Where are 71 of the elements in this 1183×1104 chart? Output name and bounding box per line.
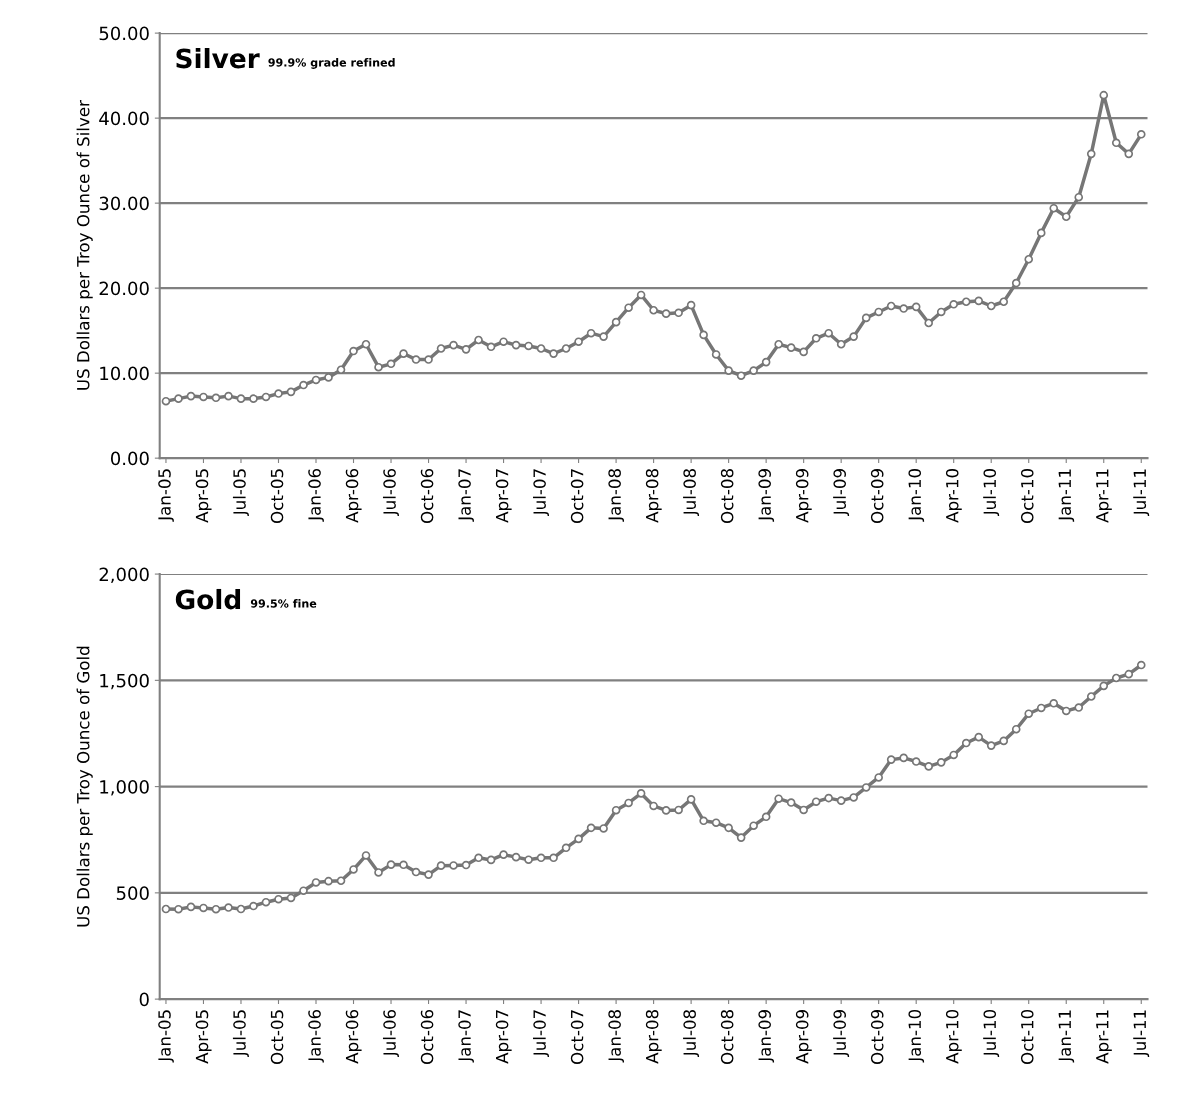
y-tick-label: 500 bbox=[116, 886, 149, 900]
x-tick-label: Oct-06 bbox=[420, 1009, 434, 1064]
x-tick-label: Oct-10 bbox=[1020, 468, 1034, 523]
x-tick-label: Apr-11 bbox=[1096, 469, 1112, 523]
x-tick-label: Jan-09 bbox=[758, 469, 775, 522]
x-tick-label: Apr-06 bbox=[345, 1009, 362, 1064]
x-tick-label: Apr-05 bbox=[195, 1010, 212, 1064]
y-axis-title: US Dollars per Troy Ounce of Silver bbox=[76, 100, 93, 390]
x-tick-label: Jul-06 bbox=[382, 468, 399, 517]
y-tick-label: 2,000 bbox=[99, 567, 149, 584]
x-tick-label: Jan-05 bbox=[158, 1010, 174, 1063]
x-tick-label: Jul-11 bbox=[1133, 1010, 1150, 1058]
x-tick-label: Apr-07 bbox=[495, 469, 512, 523]
x-tick-label: Jan-06 bbox=[308, 1009, 324, 1063]
x-tick-label: Oct-06 bbox=[420, 468, 434, 523]
x-tick-label: Apr-10 bbox=[945, 1009, 962, 1064]
y-tick-label: 1,000 bbox=[100, 780, 149, 796]
x-tick-label: Jul-07 bbox=[533, 469, 550, 517]
x-tick-label: Jan-08 bbox=[608, 469, 625, 522]
x-tick-label: Jul-09 bbox=[833, 469, 850, 517]
x-tick-label: Jan-11 bbox=[1058, 469, 1075, 522]
x-tick-label: Oct-05 bbox=[270, 1010, 284, 1064]
y-tick-label: 0 bbox=[139, 992, 149, 1007]
x-tick-label: Jan-10 bbox=[908, 1009, 925, 1063]
x-tick-label: Apr-09 bbox=[795, 1010, 812, 1064]
y-tick-label: 20.00 bbox=[99, 281, 149, 296]
x-tick-label: Jan-05 bbox=[158, 469, 174, 522]
y-tick-label: 50.00 bbox=[99, 26, 149, 41]
y-tick-label: 30.00 bbox=[99, 196, 149, 211]
text: 99.9% grade refined bbox=[268, 58, 395, 69]
x-tick-label: Jul-09 bbox=[833, 1010, 850, 1058]
x-tick-label: Jan-07 bbox=[458, 1010, 474, 1063]
x-tick-label: Apr-05 bbox=[195, 469, 212, 523]
x-tick-label: Jan-08 bbox=[608, 1009, 625, 1063]
x-tick-label: Jan-09 bbox=[758, 1010, 775, 1063]
x-tick-label: Jul-10 bbox=[983, 468, 1000, 517]
x-tick-label: Oct-08 bbox=[720, 1009, 734, 1064]
x-tick-label: Oct-07 bbox=[570, 469, 584, 523]
x-tick-label: Apr-11 bbox=[1096, 1010, 1112, 1064]
x-tick-label: Apr-08 bbox=[645, 1009, 662, 1064]
x-tick-label: Jan-06 bbox=[308, 468, 324, 522]
x-tick-label: Jan-10 bbox=[908, 468, 925, 522]
text: 99.5% fine bbox=[250, 599, 317, 608]
chart-title: Gold bbox=[175, 588, 241, 610]
x-tick-label: Jul-07 bbox=[533, 1010, 550, 1058]
x-tick-label: Oct-08 bbox=[720, 469, 734, 523]
x-tick-label: Jul-08 bbox=[683, 1009, 700, 1058]
x-tick-label: Apr-06 bbox=[345, 468, 362, 523]
x-tick-label: Oct-09 bbox=[870, 1010, 884, 1064]
y-tick-label: 40.00 bbox=[99, 111, 149, 126]
x-tick-label: Jul-08 bbox=[683, 469, 700, 517]
x-tick-label: Apr-10 bbox=[945, 468, 962, 523]
x-tick-label: Jul-05 bbox=[232, 1010, 249, 1058]
x-tick-label: Oct-05 bbox=[270, 469, 284, 523]
x-tick-label: Apr-07 bbox=[495, 1010, 512, 1064]
chart-title: Silver bbox=[176, 48, 260, 69]
x-tick-label: Oct-10 bbox=[1020, 1009, 1034, 1064]
y-tick-label: 0.00 bbox=[110, 451, 149, 466]
y-tick-label: 10.00 bbox=[100, 366, 149, 381]
x-tick-label: Jul-10 bbox=[983, 1009, 1000, 1058]
x-tick-label: Jul-05 bbox=[232, 469, 249, 517]
x-tick-label: Apr-09 bbox=[795, 469, 812, 523]
x-tick-label: Jul-11 bbox=[1133, 469, 1150, 517]
x-tick-label: Jul-06 bbox=[382, 1009, 399, 1058]
x-tick-label: Oct-09 bbox=[870, 469, 884, 523]
x-tick-label: Apr-08 bbox=[645, 469, 662, 523]
x-tick-label: Jan-07 bbox=[458, 469, 474, 522]
y-axis-title: US Dollars per Troy Ounce of Gold bbox=[76, 646, 93, 927]
y-tick-label: 1,500 bbox=[100, 673, 149, 690]
x-tick-label: Jan-11 bbox=[1058, 1010, 1075, 1063]
x-tick-label: Oct-07 bbox=[570, 1010, 584, 1064]
